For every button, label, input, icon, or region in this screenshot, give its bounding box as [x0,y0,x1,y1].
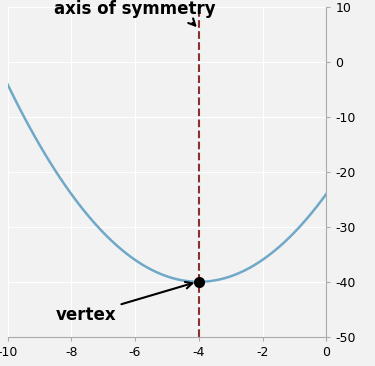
Text: vertex: vertex [56,282,192,324]
Text: axis of symmetry: axis of symmetry [54,0,216,26]
